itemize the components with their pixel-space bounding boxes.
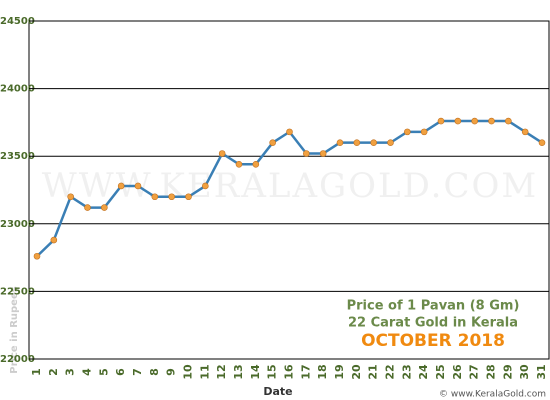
x-tick-label: 12 [215, 364, 228, 379]
x-tick-label: 21 [367, 364, 380, 379]
x-tick-label: 6 [114, 368, 127, 376]
x-tick-label: 16 [283, 364, 296, 380]
price-marker [235, 161, 243, 168]
x-tick-label: 9 [165, 368, 178, 376]
x-tick-label: 24 [417, 364, 430, 380]
price-marker [353, 139, 361, 146]
x-tick-label: 10 [182, 364, 195, 380]
price-marker [50, 236, 58, 244]
price-marker [269, 139, 276, 146]
price-marker [488, 117, 495, 125]
price-marker [538, 139, 546, 146]
price-marker [437, 117, 445, 125]
x-tick-label: 17 [299, 364, 312, 379]
price-marker [387, 139, 394, 146]
x-tick-label: 7 [131, 368, 144, 376]
x-tick-label: 23 [400, 364, 413, 379]
x-tick-label: 4 [81, 368, 94, 376]
y-tick-label: 24500 [0, 16, 35, 27]
plot-area [28, 20, 550, 360]
price-marker [252, 161, 260, 168]
x-tick-label: 30 [518, 364, 531, 380]
chart-subtitle: 22 Carat Gold in Kerala [348, 316, 518, 331]
price-marker [454, 117, 462, 125]
x-tick-label: 25 [434, 364, 447, 379]
price-marker [471, 117, 478, 125]
price-marker [420, 128, 428, 136]
price-marker [202, 182, 209, 190]
x-tick-label: 18 [316, 364, 329, 379]
price-marker [218, 150, 226, 157]
watermark: WWW.KERALAGOLD.COM [42, 166, 538, 206]
x-tick-label: 3 [64, 368, 77, 376]
y-tick-label: 23500 [0, 151, 35, 162]
y-tick-label: 23000 [0, 219, 35, 230]
x-tick-label: 19 [333, 364, 346, 379]
price-marker [521, 128, 529, 136]
x-tick-label: 1 [30, 368, 43, 376]
x-tick-label: 13 [232, 364, 245, 379]
credit: © www.KeralaGold.com [439, 390, 546, 400]
price-marker [404, 128, 411, 136]
x-tick-label: 2 [47, 368, 60, 376]
x-tick-label: 15 [266, 364, 279, 379]
y-tick-label: 24000 [0, 84, 35, 95]
x-tick-label: 14 [249, 364, 262, 380]
price-marker [33, 252, 41, 260]
price-marker [286, 128, 293, 136]
period-label: OCTOBER 2018 [361, 331, 505, 351]
x-tick-label: 26 [451, 364, 464, 380]
x-tick-label: 20 [350, 364, 363, 380]
y-axis-label: Price in Rupees [9, 286, 20, 373]
x-tick-label: 29 [501, 364, 514, 379]
price-marker [101, 204, 108, 211]
price-marker [505, 117, 512, 125]
chart-title: Price of 1 Pavan (8 Gm) [347, 299, 520, 314]
y-tick-label: 22500 [0, 286, 35, 297]
price-marker [336, 139, 344, 146]
price-marker [370, 139, 377, 146]
price-marker [168, 193, 175, 201]
x-tick-label: 11 [198, 364, 211, 379]
price-marker [319, 150, 327, 157]
x-tick-label: 8 [148, 368, 161, 376]
x-tick-label: 28 [485, 364, 498, 379]
x-tick-label: 22 [384, 364, 397, 379]
price-marker [185, 193, 192, 201]
x-tick-label: 27 [468, 364, 481, 379]
y-tick-label: 22000 [0, 354, 35, 365]
price-marker [84, 204, 91, 211]
x-tick-label: 5 [97, 368, 110, 376]
x-axis-label: Date [263, 385, 292, 398]
price-marker [151, 193, 159, 201]
price-marker [134, 182, 142, 190]
price-marker [67, 193, 74, 201]
price-marker [303, 150, 310, 157]
price-marker [117, 182, 125, 190]
x-tick-label: 31 [535, 364, 548, 379]
